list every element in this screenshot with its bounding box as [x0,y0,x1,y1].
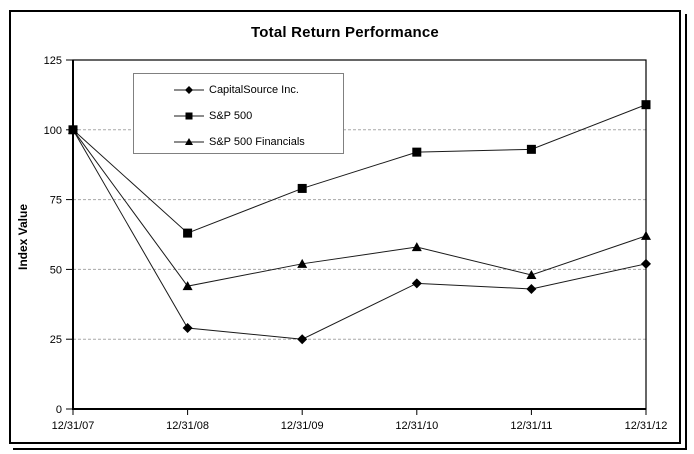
diamond-marker-icon [174,86,204,94]
x-tick-label: 12/31/11 [510,420,552,432]
y-tick-label: 25 [50,334,62,346]
triangle-marker-icon [526,269,537,279]
x-tick-label: 12/31/09 [281,420,324,432]
legend-item-capitalsource: CapitalSource Inc. [134,77,343,103]
y-tick-label: 0 [56,404,62,416]
legend-item-sp500-financials: S&P 500 Financials [134,129,343,155]
triangle-marker-icon [182,281,193,291]
y-tick-label: 50 [50,264,62,276]
square-marker-icon [526,144,536,154]
series-line-s-p-500-financials [72,129,647,287]
diamond-marker-icon [297,334,308,345]
chart-frame [9,10,681,444]
square-marker-icon [68,125,78,135]
diamond-marker-icon [182,323,193,334]
square-marker-icon [412,147,422,157]
diamond-marker-icon [185,86,193,94]
y-tick-label: 100 [44,125,62,137]
diamond-marker-icon [641,258,651,269]
square-marker-icon [183,228,193,238]
square-marker-icon [185,112,193,120]
series-line-capitalsource-inc- [72,129,647,340]
diamond-marker-icon [411,278,422,289]
y-tick-label: 125 [44,55,62,67]
diamond-marker-icon [526,283,537,294]
triangle-marker-icon [174,138,204,145]
legend-label: CapitalSource Inc. [209,84,299,96]
series-line-s-p-500 [72,104,647,234]
square-marker-icon [174,112,204,120]
legend-item-sp500: S&P 500 [134,103,343,129]
x-tick-label: 12/31/12 [625,420,668,432]
legend-label: S&P 500 [209,110,253,122]
legend-label: S&P 500 Financials [209,136,305,148]
frame-drop-shadow [13,14,687,450]
triangle-marker-icon [411,242,422,252]
square-marker-icon [641,100,651,110]
chart-title: Total Return Performance [251,24,439,41]
legend: CapitalSource Inc. S&P 500 S&P 500 Finan… [133,73,344,154]
triangle-marker-icon [185,138,193,145]
x-tick-label: 12/31/08 [166,420,209,432]
y-tick-label: 75 [50,195,62,207]
triangle-marker-icon [641,230,651,240]
x-tick-label: 12/31/07 [52,420,95,432]
triangle-marker-icon [297,258,308,268]
x-tick-label: 12/31/10 [395,420,438,432]
square-marker-icon [297,183,307,193]
